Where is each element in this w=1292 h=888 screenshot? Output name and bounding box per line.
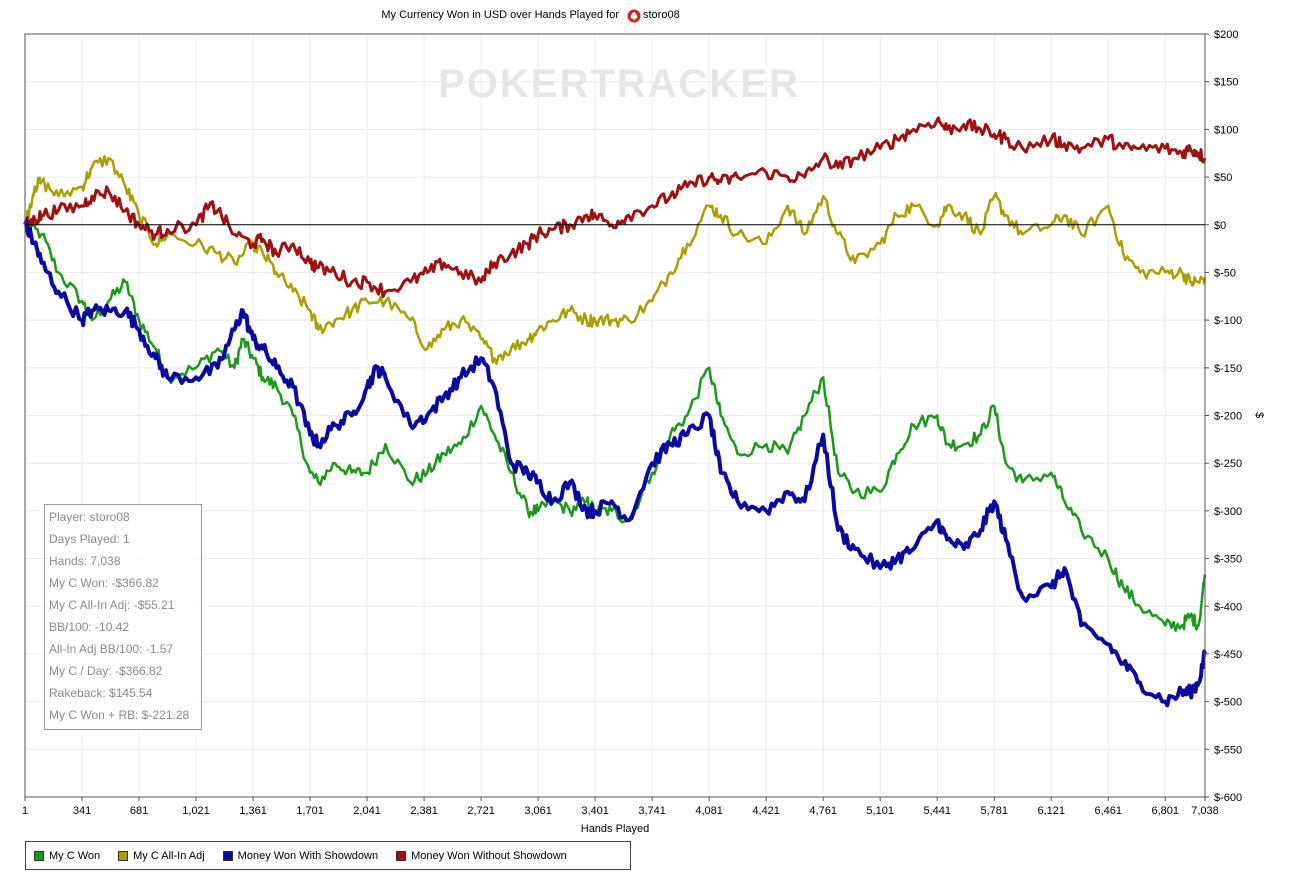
y-tick-label: $50 — [1214, 172, 1232, 184]
legend-label: My C All-In Adj — [133, 849, 205, 862]
y-tick-label: $-250 — [1214, 458, 1242, 470]
stat-bb-100: BB/100: -10.42 — [49, 620, 130, 634]
stat-per-day: My C / Day: -$366.82 — [49, 664, 163, 678]
y-tick-label: $0 — [1214, 220, 1226, 232]
y-tick-label: $-500 — [1214, 697, 1242, 709]
x-tick-label: 1,021 — [182, 805, 210, 817]
y-tick-label: $-200 — [1214, 411, 1242, 423]
x-tick-label: 3,061 — [524, 805, 552, 817]
y-tick-label: $-450 — [1214, 649, 1242, 661]
y-tick-label: $-100 — [1214, 315, 1242, 327]
stat-all-in-adj: My C All-In Adj: -$55.21 — [49, 598, 175, 612]
y-tick-label: $-50 — [1214, 267, 1236, 279]
stat-rakeback: Rakeback: $145.54 — [49, 686, 153, 700]
x-tick-label: 5,441 — [923, 805, 951, 817]
x-tick-label: 6,801 — [1151, 805, 1179, 817]
x-tick-label: 3,401 — [581, 805, 609, 817]
x-tick-label: 681 — [130, 805, 148, 817]
x-tick-label: 1,361 — [239, 805, 267, 817]
legend-item-my-c-won[interactable]: My C Won — [34, 850, 100, 862]
stat-all-in-adj-bb-100: All-In Adj BB/100: -1.57 — [49, 642, 174, 656]
series-line-2 — [23, 219, 1207, 708]
x-tick-label: 2,381 — [410, 805, 438, 817]
series-lines — [23, 116, 1207, 708]
player-stats-box: Player: storo08 Days Played: 1 Hands: 7,… — [44, 504, 202, 730]
x-tick-label: 6,121 — [1037, 805, 1065, 817]
x-tick-label: 2,041 — [353, 805, 381, 817]
chart-title: My Currency Won in USD over Hands Played… — [381, 9, 619, 21]
series-line-0 — [24, 221, 1207, 632]
legend-item-without-showdown[interactable]: Money Won Without Showdown — [396, 850, 567, 862]
y-tick-label: $150 — [1214, 77, 1238, 89]
y-tick-label: $-550 — [1214, 744, 1242, 756]
x-tick-label: 2,721 — [467, 805, 495, 817]
legend-label: Money Won With Showdown — [237, 849, 379, 862]
x-tick-label: 1 — [22, 805, 28, 817]
legend-label: Money Won Without Showdown — [411, 849, 567, 862]
legend-item-with-showdown[interactable]: Money Won With Showdown — [222, 849, 379, 862]
stat-my-c-won: My C Won: -$366.82 — [49, 576, 159, 590]
x-tick-label: 7,038 — [1191, 805, 1219, 817]
y-tick-label: $-600 — [1214, 792, 1242, 804]
y-tick-label: $-350 — [1214, 554, 1242, 566]
y-tick-label: $100 — [1214, 124, 1238, 136]
y-tick-label: $-400 — [1214, 601, 1242, 613]
legend-swatch-icon — [34, 850, 44, 861]
x-tick-label: 4,081 — [695, 805, 723, 817]
x-tick-label: 5,781 — [980, 805, 1008, 817]
y-axis: $200 $150 $100 $50 $0 $-50 $-100 $-150 $-200 $-25… — [1205, 29, 1242, 804]
legend-label: My C Won — [49, 849, 101, 862]
x-tick-label: 4,761 — [809, 805, 837, 817]
stat-player: Player: storo08 — [49, 510, 130, 524]
y-tick-label: $200 — [1214, 29, 1238, 41]
spade-icon — [627, 9, 641, 23]
watermark: POKERTRACKER — [438, 62, 800, 106]
y-tick-label: $-300 — [1214, 506, 1242, 518]
x-axis-label: Hands Played — [581, 823, 650, 835]
y-tick-label: $-150 — [1214, 363, 1242, 375]
series-line-1 — [23, 154, 1207, 365]
x-tick-label: 4,421 — [752, 805, 780, 817]
legend: My C Won My C All-In Adj Money Won With … — [25, 841, 631, 870]
y-axis-label: $ — [1253, 412, 1265, 418]
legend-swatch-icon — [222, 850, 233, 861]
x-tick-label: 3,741 — [638, 805, 666, 817]
series-line-3 — [23, 116, 1207, 299]
x-tick-label: 1,701 — [296, 805, 324, 817]
stat-days-played: Days Played: 1 — [49, 532, 130, 546]
x-axis: 1 341 681 1,021 1,361 1,701 2,041 2,381 2,721 3,0… — [22, 797, 1219, 817]
legend-item-all-in-adj[interactable]: My C All-In Adj — [118, 850, 205, 862]
x-tick-label: 341 — [73, 805, 91, 817]
x-tick-label: 5,101 — [866, 805, 894, 817]
legend-swatch-icon — [118, 850, 129, 861]
chart-title-player: storo08 — [643, 9, 680, 21]
stat-hands: Hands: 7,038 — [49, 554, 121, 568]
legend-swatch-icon — [396, 850, 407, 861]
stat-won-plus-rb: My C Won + RB: $-221.28 — [49, 708, 190, 722]
x-tick-label: 6,461 — [1094, 805, 1122, 817]
